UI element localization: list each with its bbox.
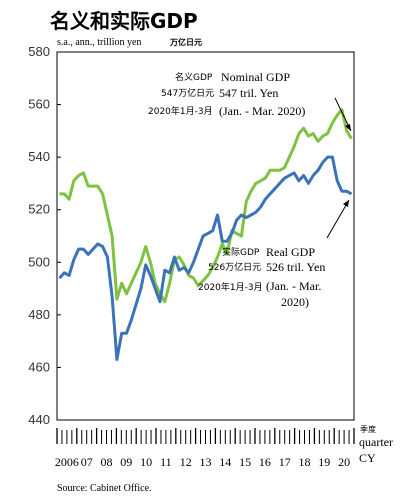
x-year-label: 11 — [160, 455, 172, 469]
y-tick-label: 440 — [28, 412, 50, 427]
chart-title: 名义和实际GDP — [50, 9, 198, 33]
y-tick-label: 460 — [28, 359, 50, 374]
nominal-period-ja: 2020年1月-3月 — [148, 105, 213, 117]
y-tick-label: 520 — [28, 202, 50, 217]
x-year-label: 19 — [318, 455, 330, 469]
quarter-label-ja: 季度 — [360, 424, 376, 434]
real-label-ja: 实际GDP — [222, 246, 260, 258]
x-year-label: 10 — [140, 455, 152, 469]
x-year-label: 13 — [200, 455, 212, 469]
x-year-label: 20 — [338, 455, 350, 469]
x-year-label: 16 — [259, 455, 271, 469]
plot-frame — [56, 51, 355, 421]
y-tick-label: 500 — [28, 254, 50, 269]
real-period-ja: 2020年1月-3月 — [198, 281, 263, 293]
x-axis-quarter-ticks — [56, 428, 355, 444]
nominal-label-ja: 名义GDP — [175, 71, 213, 83]
x-year-label: 07 — [81, 455, 93, 469]
real-period-en-line1: (Jan. - Mar. — [266, 279, 321, 293]
real-annotation-arrow — [326, 199, 350, 239]
x-year-label: 2006 — [55, 455, 79, 469]
nominal-period-en: (Jan. - Mar. 2020) — [219, 104, 305, 118]
nominal-label-en: Nominal GDP — [221, 70, 290, 84]
nominal-value-en: 547 tril. Yen — [219, 86, 278, 100]
unit-label-en: s.a., ann., trillion yen — [57, 37, 141, 48]
y-tick-label: 580 — [28, 44, 50, 59]
y-tick-label: 480 — [28, 307, 50, 322]
real-arrow-head — [343, 200, 349, 207]
nominal-gdp-line — [59, 108, 353, 304]
y-tick-label: 540 — [28, 149, 50, 164]
real-gdp-line — [58, 155, 353, 361]
real-value-ja: 526万亿日元 — [208, 261, 261, 273]
x-year-label: 18 — [299, 455, 311, 469]
nominal-arrow-head — [345, 124, 351, 131]
cy-label: CY — [359, 451, 376, 465]
y-tick-label: 560 — [28, 97, 50, 112]
x-axis-year-labels: 2006 07 08 09 10 11 12 13 14 15 16 17 18 19 20 — [55, 455, 350, 469]
real-period-en-line2: 2020) — [281, 295, 309, 309]
series-lines — [58, 108, 353, 361]
source-note: Source: Cabinet Office. — [57, 483, 152, 494]
x-year-label: 09 — [120, 455, 132, 469]
x-year-label: 15 — [239, 455, 251, 469]
real-label-en: Real GDP — [266, 245, 315, 259]
unit-label-ja: 万亿日元 — [169, 37, 202, 47]
nominal-value-ja: 547万亿日元 — [161, 87, 214, 99]
x-year-label: 17 — [279, 455, 291, 469]
quarter-label-en: quarter — [359, 435, 393, 449]
x-year-label: 08 — [101, 455, 113, 469]
x-year-label: 14 — [219, 455, 231, 469]
y-axis-ticks: 580 560 540 520 500 480 460 440 — [28, 44, 61, 427]
real-value-en: 526 tril. Yen — [266, 260, 325, 274]
x-year-label: 12 — [180, 455, 192, 469]
